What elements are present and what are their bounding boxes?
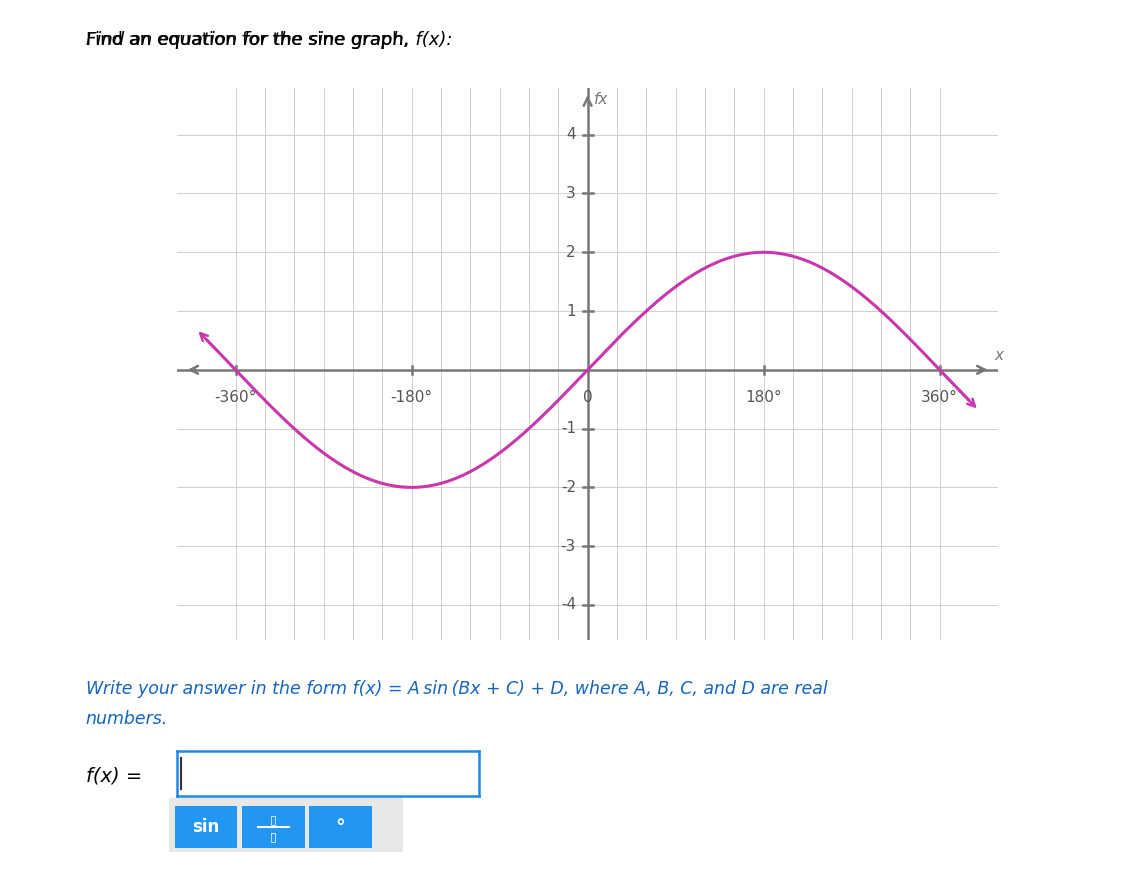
- Text: Find an equation for the sine graph, f(x):: Find an equation for the sine graph, f(x…: [86, 31, 452, 49]
- Text: 2: 2: [566, 245, 576, 260]
- Text: °: °: [335, 817, 346, 837]
- Text: Find an equation for the sine graph,: Find an equation for the sine graph,: [86, 31, 414, 49]
- Text: -3: -3: [560, 538, 576, 553]
- Text: fx: fx: [594, 92, 609, 107]
- Text: x: x: [995, 348, 1003, 363]
- Text: 180°: 180°: [745, 390, 782, 405]
- Text: Write your answer in the form f(x) = A sin (Bx + C) + D, where A, B, C, and D ar: Write your answer in the form f(x) = A s…: [86, 680, 827, 698]
- Text: -1: -1: [560, 421, 576, 436]
- Text: f(x) =: f(x) =: [86, 766, 141, 786]
- Text: 1: 1: [566, 303, 576, 318]
- Text: ▯: ▯: [269, 830, 277, 843]
- Text: numbers.: numbers.: [86, 710, 168, 729]
- Text: sin: sin: [193, 818, 219, 836]
- Text: ▯: ▯: [269, 813, 277, 826]
- Text: -4: -4: [560, 597, 576, 612]
- Text: -2: -2: [560, 480, 576, 495]
- Text: 360°: 360°: [921, 390, 958, 405]
- Text: 3: 3: [566, 186, 576, 201]
- Text: 4: 4: [566, 127, 576, 142]
- Text: -180°: -180°: [390, 390, 432, 405]
- Text: -360°: -360°: [215, 390, 257, 405]
- Text: 0: 0: [583, 390, 592, 405]
